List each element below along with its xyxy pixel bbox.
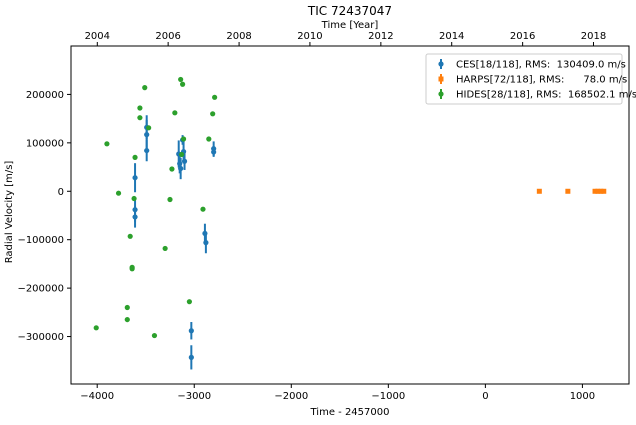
data-point	[127, 233, 133, 239]
x-tick-label: 0	[482, 391, 488, 402]
legend: CES[18/118], RMS: 130409.0 m/s HARPS[72/1…	[425, 53, 636, 105]
data-point	[178, 165, 184, 172]
data-point	[565, 188, 571, 194]
data-point	[132, 175, 138, 181]
legend-label: CES[18/118], RMS: 130409.0 m/s	[456, 60, 626, 71]
data-point	[124, 304, 130, 311]
y-tick-label: 200000	[26, 90, 64, 101]
data-point	[188, 354, 194, 360]
top-x-tick-label: 2006	[155, 31, 180, 42]
x-axis-title: Time - 2457000	[310, 407, 390, 418]
data-series	[93, 76, 607, 370]
top-x-tick-label: 2018	[581, 31, 606, 42]
top-x-tick-label: 2004	[85, 31, 110, 42]
top-x-axis-title: Time [Year]	[321, 20, 379, 31]
top-x-tick-label: 2008	[226, 31, 251, 42]
data-point	[181, 158, 188, 164]
data-point	[124, 316, 130, 323]
y-axis-title: Radial Velocity [m/s]	[4, 161, 15, 264]
top-x-tick-label: 2010	[297, 31, 322, 42]
data-point	[146, 125, 152, 131]
data-point	[203, 240, 209, 246]
data-point	[132, 154, 138, 160]
x-tick-label: −3000	[177, 391, 211, 402]
data-point	[131, 195, 137, 202]
data-point	[129, 266, 135, 272]
data-point	[598, 188, 604, 194]
data-point	[180, 136, 187, 142]
series-3	[93, 76, 218, 339]
data-point	[162, 245, 168, 252]
data-point	[212, 94, 218, 100]
x-tick-label: 1000	[570, 391, 595, 402]
x-axis-ticks: −4000 −3000 −2000 −1000 0 1000	[80, 384, 595, 402]
data-point	[104, 141, 110, 147]
data-point	[206, 136, 212, 142]
legend-marker	[438, 76, 444, 82]
data-point	[151, 332, 158, 339]
x-tick-label: −1000	[371, 391, 405, 402]
series-2	[536, 188, 607, 194]
top-x-tick-label: 2016	[510, 31, 535, 42]
data-point	[132, 214, 138, 220]
data-point	[142, 85, 148, 91]
data-point	[180, 81, 186, 87]
legend-marker	[438, 61, 444, 67]
legend-frame	[425, 53, 623, 105]
data-point	[169, 166, 175, 172]
data-point	[536, 188, 542, 194]
top-x-tick-label: 2012	[368, 31, 393, 42]
data-point	[179, 151, 185, 158]
x-tick-label: −4000	[80, 391, 114, 402]
legend-marker	[438, 91, 444, 97]
data-point	[144, 147, 150, 154]
data-point	[115, 190, 122, 196]
x-tick-label: −2000	[274, 391, 308, 402]
data-point	[167, 196, 173, 203]
top-x-axis-ticks: 2004 2006 2008 2010 2012 2014 2016 2018	[85, 31, 606, 46]
data-point	[188, 328, 194, 334]
data-point	[592, 188, 598, 194]
data-point	[595, 188, 601, 194]
data-point	[178, 76, 184, 83]
legend-label: HARPS[72/118], RMS: 78.0 m/s	[456, 75, 627, 86]
y-tick-label: −300000	[17, 332, 64, 343]
y-tick-label: −200000	[17, 284, 64, 295]
chart-title: TIC 72437047	[307, 4, 392, 18]
top-x-tick-label: 2014	[439, 31, 464, 42]
data-point	[200, 206, 206, 212]
data-point	[144, 132, 150, 138]
data-point	[601, 188, 607, 194]
data-point	[137, 115, 143, 121]
legend-label: HIDES[28/118], RMS: 168502.1 m/s	[456, 90, 636, 101]
data-point	[172, 110, 178, 116]
data-point	[186, 299, 192, 305]
y-tick-label: 0	[58, 187, 64, 198]
plot-frame	[70, 45, 630, 385]
data-point	[137, 105, 143, 111]
data-point	[93, 325, 99, 331]
data-point	[211, 149, 217, 155]
y-axis-ticks: −300000 −200000 −100000 0 100000 200000	[17, 90, 71, 343]
y-tick-label: 100000	[26, 138, 64, 149]
data-point	[210, 111, 216, 117]
y-tick-label: −100000	[17, 235, 64, 246]
